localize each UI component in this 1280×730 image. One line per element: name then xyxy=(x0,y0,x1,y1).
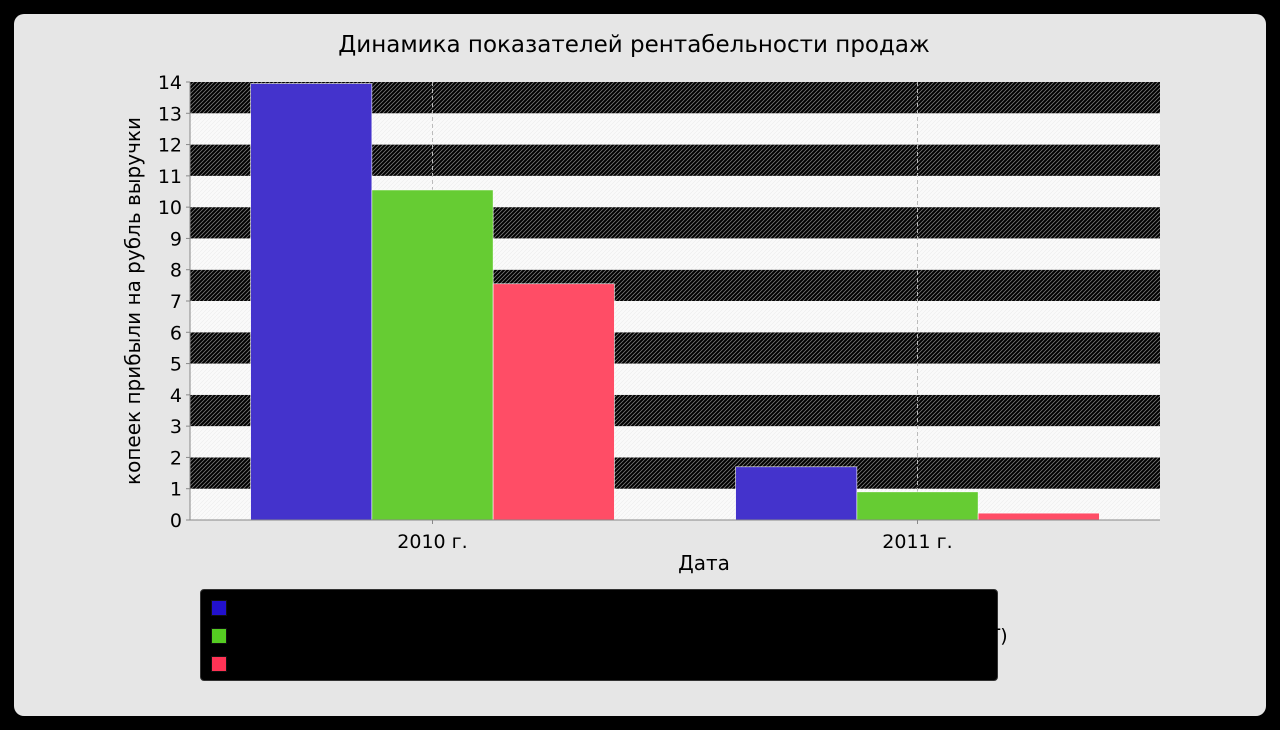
y-tick-label: 14 xyxy=(158,72,182,94)
legend-item: Рентабельность продаж по чистой прибыли xyxy=(211,650,688,678)
bar xyxy=(977,512,1100,521)
y-tick-label: 9 xyxy=(170,228,182,250)
bar xyxy=(250,83,373,521)
legend-label: Рентабельность продаж по чистой прибыли xyxy=(243,653,689,675)
y-tick-label: 10 xyxy=(158,197,182,219)
legend-label: Рентабельность продаж по прибыли до проц… xyxy=(243,625,1008,647)
legend-item: Рентабельность продаж по валовой прибыли xyxy=(211,594,701,622)
y-tick-label: 12 xyxy=(158,135,182,157)
legend: Рентабельность продаж по валовой прибыли… xyxy=(200,589,1008,681)
y-tick-label: 3 xyxy=(170,416,182,438)
legend-item: Рентабельность продаж по прибыли до проц… xyxy=(211,622,1008,650)
y-tick-label: 4 xyxy=(170,385,182,407)
y-tick-label: 8 xyxy=(170,260,182,282)
y-tick-label: 0 xyxy=(170,510,182,532)
legend-swatch xyxy=(211,628,227,644)
y-tick-label: 2 xyxy=(170,447,182,469)
legend-swatch xyxy=(211,656,227,672)
y-axis-label: копеек прибыли на рубль выручки xyxy=(121,117,145,485)
chart-title: Динамика показателей рентабельности прод… xyxy=(338,32,929,58)
x-tick-label: 2010 г. xyxy=(397,531,467,553)
bar xyxy=(735,466,858,521)
y-tick-label: 11 xyxy=(158,166,182,188)
legend-swatch xyxy=(211,600,227,616)
x-axis-label: Дата xyxy=(678,551,730,575)
bars xyxy=(250,83,1100,521)
y-tick-label: 13 xyxy=(158,103,182,125)
y-tick-label: 6 xyxy=(170,322,182,344)
legend-label: Рентабельность продаж по валовой прибыли xyxy=(243,597,701,619)
y-tick-label: 7 xyxy=(170,291,182,313)
y-tick-label: 5 xyxy=(170,354,182,376)
x-tick-labels: 2010 г. 2011 г. xyxy=(397,520,953,553)
bar xyxy=(371,189,494,521)
bar xyxy=(492,283,615,521)
y-tick-label: 1 xyxy=(170,479,182,501)
x-tick-label: 2011 г. xyxy=(882,531,952,553)
bar xyxy=(856,491,979,521)
